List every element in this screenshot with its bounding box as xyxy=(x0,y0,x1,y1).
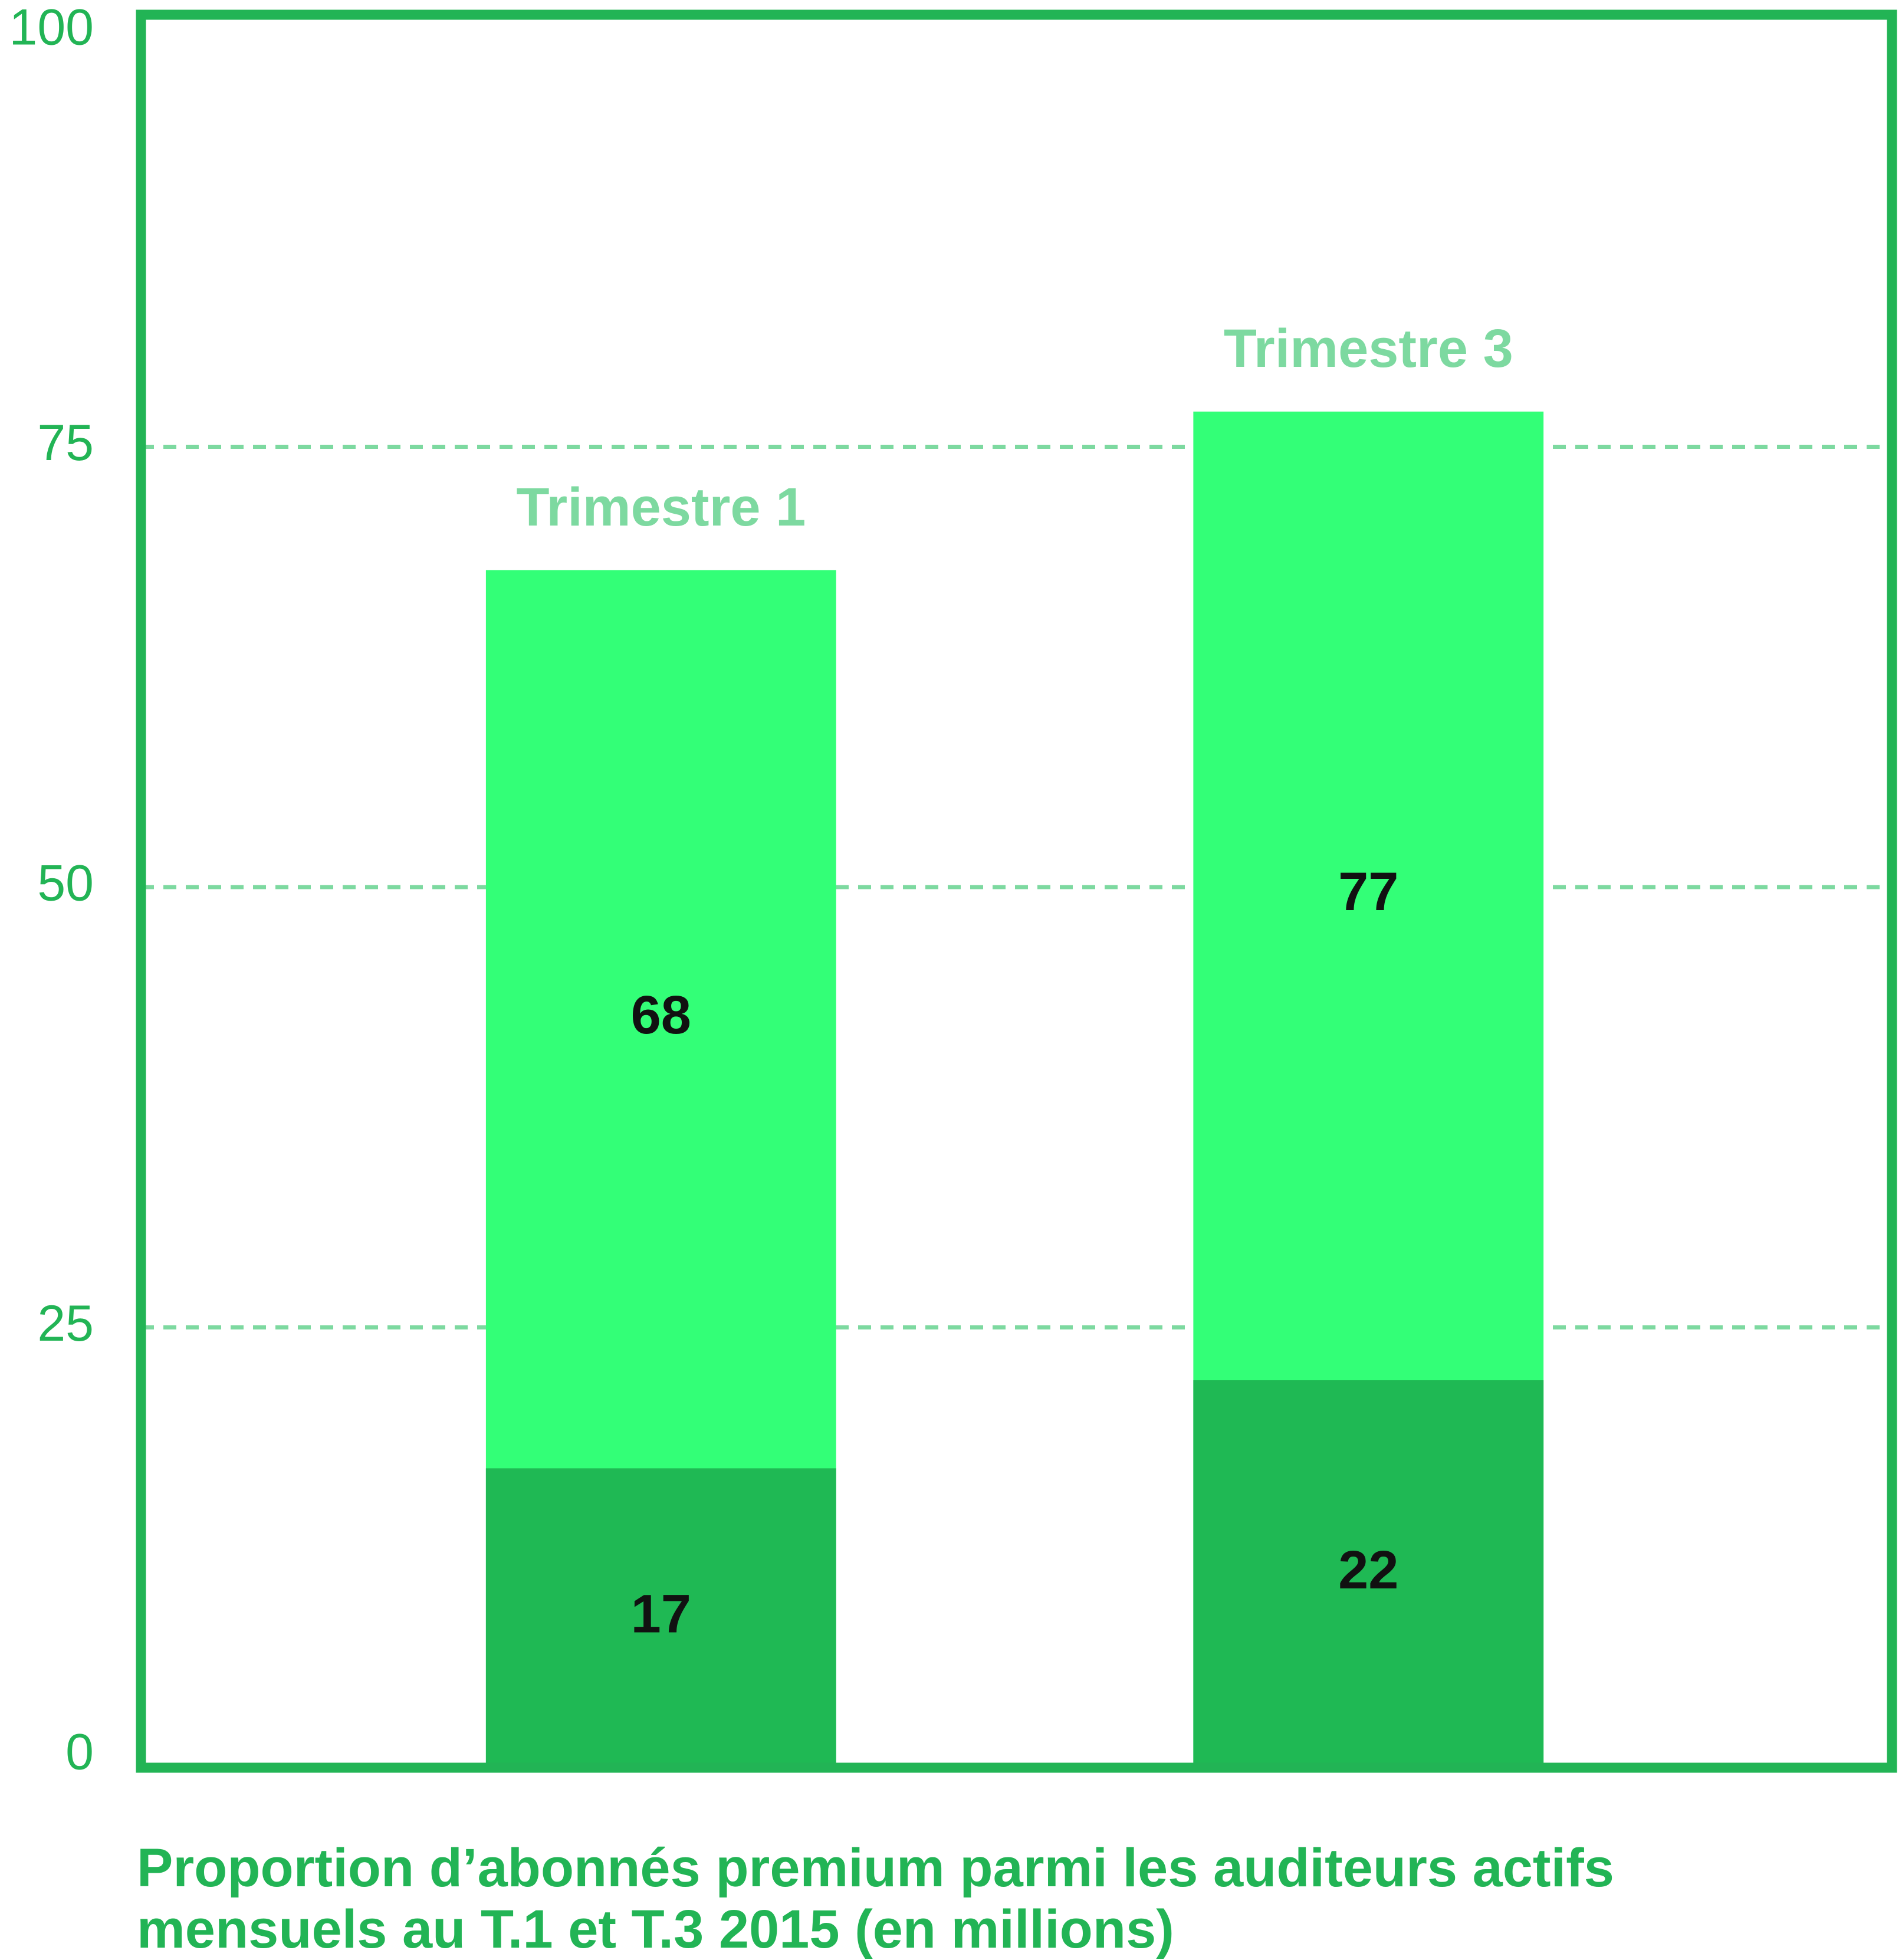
bar xyxy=(485,1468,836,1768)
bar xyxy=(1193,1380,1544,1768)
chart: 0 25 50 75 100 68 77 17 22 Trimestre 1 Trimestre 3 xyxy=(9,0,1897,1781)
data-label: 22 xyxy=(1338,1540,1398,1600)
category-label: Trimestre 1 xyxy=(516,477,806,537)
plot-frame xyxy=(136,9,1897,1773)
data-label: 77 xyxy=(1338,862,1398,922)
y-tick-label: 75 xyxy=(37,415,94,471)
category-label: Trimestre 3 xyxy=(1224,319,1513,379)
chart-title: Proportion d’abonnés premium parmi les a… xyxy=(137,1838,1614,1959)
data-label: 17 xyxy=(631,1584,691,1644)
y-tick-label: 25 xyxy=(37,1295,94,1352)
y-tick-label: 0 xyxy=(65,1724,94,1781)
y-tick-label: 50 xyxy=(37,855,94,912)
y-tick-label: 100 xyxy=(9,0,94,56)
data-label: 68 xyxy=(631,985,691,1045)
